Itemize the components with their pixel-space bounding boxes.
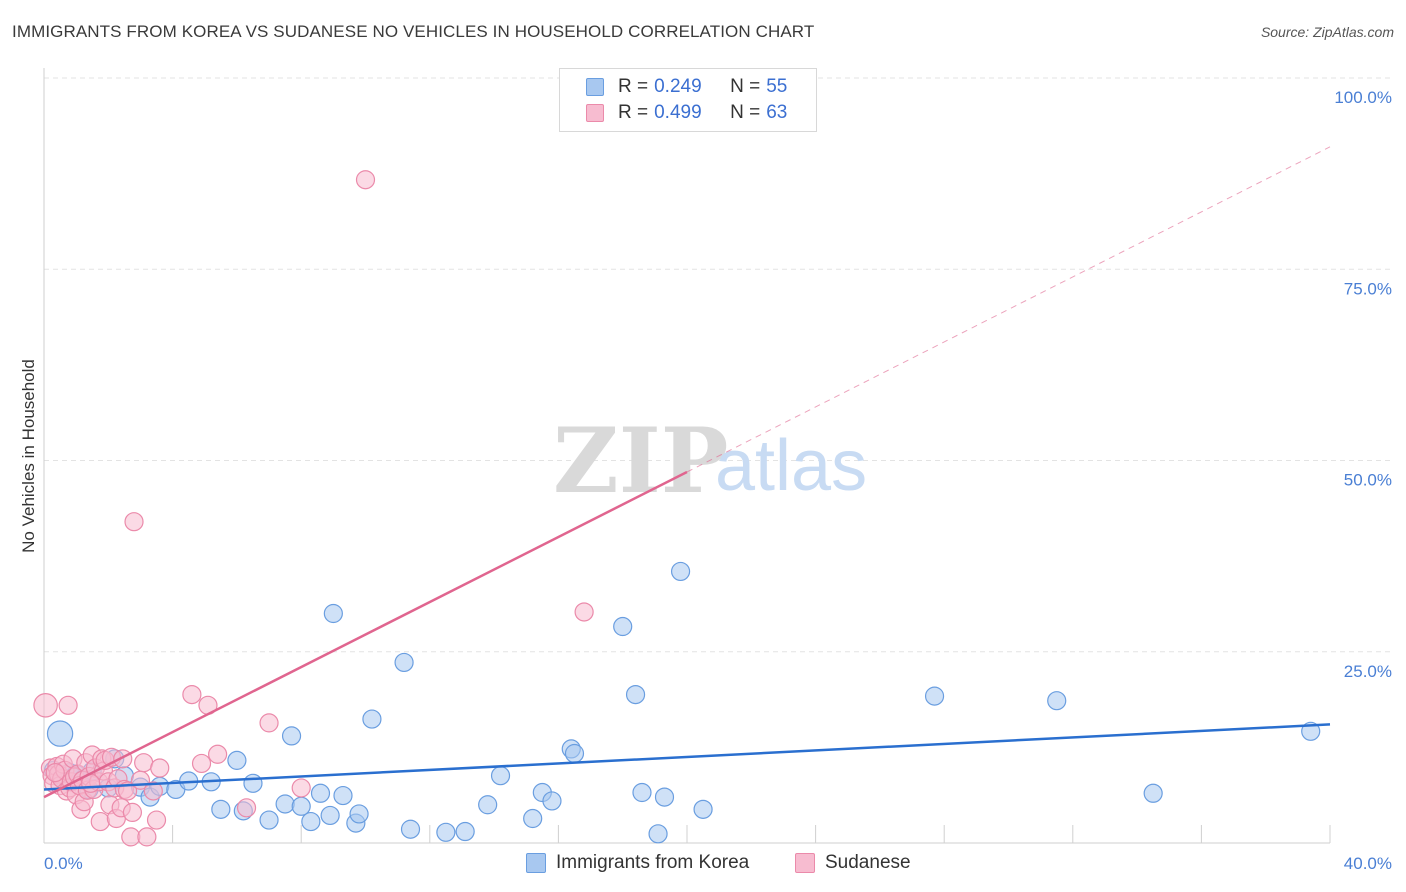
trend-layer — [43, 146, 1331, 799]
korea-point — [291, 796, 311, 816]
sudanese-point — [121, 827, 141, 847]
legend-swatch-korea — [526, 853, 546, 873]
sudanese-point — [134, 753, 154, 773]
grid-layer — [44, 77, 1390, 653]
korea-trendline — [43, 723, 1331, 791]
sudanese-point — [45, 763, 65, 783]
korea-point — [490, 766, 511, 786]
korea-point — [259, 810, 279, 830]
tick-layer: 25.0% 50.0% 75.0% 100.0% 0.0% 40.0% — [44, 88, 1392, 873]
legend-item-korea[interactable]: Immigrants from Korea — [526, 852, 749, 874]
korea-point — [400, 819, 421, 839]
x-tick-label: 40.0% — [1344, 854, 1392, 873]
korea-point — [275, 794, 295, 814]
sudanese-point — [236, 798, 257, 818]
legend-r-value: 0.249 — [654, 76, 702, 97]
legend-swatch-sudanese — [795, 853, 815, 873]
sudanese-point — [122, 802, 143, 823]
sudanese-point — [137, 827, 157, 847]
korea-point — [542, 791, 562, 811]
y-tick-label: 100.0% — [1334, 88, 1392, 107]
y-tick-label: 25.0% — [1344, 662, 1392, 681]
korea-point — [310, 783, 331, 803]
korea-point — [613, 616, 633, 637]
korea-point — [227, 750, 247, 770]
legend-label-korea: Immigrants from Korea — [556, 852, 750, 873]
legend-n-value: 55 — [766, 76, 788, 97]
korea-point — [455, 821, 475, 842]
series-legend: Immigrants from Korea Sudanese — [0, 852, 1406, 876]
legend-swatch-blue — [586, 78, 604, 96]
legend-n-key: N = — [730, 76, 761, 97]
sudanese-point — [574, 602, 594, 622]
legend-r-value: 0.499 — [654, 102, 702, 123]
watermark-atlas: atlas — [715, 426, 867, 506]
sudanese-point — [58, 695, 78, 715]
legend-item-sudanese[interactable]: Sudanese — [795, 852, 911, 874]
korea-point — [362, 709, 382, 729]
korea-point — [394, 652, 414, 673]
korea-point — [924, 686, 945, 706]
sudanese-point — [208, 744, 228, 764]
korea-point — [320, 805, 340, 826]
korea-point — [654, 787, 675, 807]
legend-r-key: R = — [618, 76, 649, 97]
korea-point — [625, 684, 646, 705]
korea-point — [1047, 691, 1067, 711]
korea-point — [243, 773, 263, 793]
korea-point — [670, 561, 691, 582]
legend-r-key: R = — [618, 102, 649, 123]
korea-point — [301, 811, 321, 832]
stats-legend: R = 0.249 N = 55 R = 0.499 N = 63 — [559, 68, 817, 132]
sudanese-point — [191, 753, 212, 774]
sudanese-point — [143, 781, 163, 801]
sudanese-point — [113, 749, 133, 769]
legend-row-sudanese: R = 0.499 N = 63 — [560, 100, 787, 126]
sudanese-point — [355, 170, 376, 190]
sudanese-point — [124, 512, 144, 532]
korea-point — [648, 824, 668, 844]
sudanese-point — [90, 811, 110, 832]
korea-point — [436, 822, 456, 842]
korea-point — [1143, 783, 1163, 803]
points-layer — [33, 170, 1321, 847]
korea-point — [349, 804, 369, 824]
korea-point — [281, 726, 302, 746]
legend-label-sudanese: Sudanese — [825, 852, 911, 873]
korea-point — [211, 799, 231, 819]
legend-swatch-pink — [586, 104, 604, 122]
sudanese-point — [150, 758, 170, 778]
korea-point — [564, 743, 585, 764]
y-axis-title: No Vehicles in Household — [19, 359, 38, 553]
source-label: Source: ZipAtlas.com — [1260, 24, 1394, 40]
korea-point — [632, 782, 652, 803]
sudanese-trendline — [43, 470, 688, 799]
korea-point — [46, 720, 74, 747]
korea-point — [323, 603, 343, 624]
legend-row-korea: R = 0.249 N = 55 — [560, 74, 787, 100]
korea-point — [478, 795, 498, 815]
sudanese-point — [33, 692, 58, 718]
y-tick-label: 75.0% — [1344, 279, 1392, 298]
korea-point — [693, 799, 713, 819]
korea-point — [333, 785, 353, 806]
sudanese-point — [182, 684, 202, 705]
sudanese-trendline-extension — [686, 146, 1331, 473]
sudanese-point — [146, 810, 167, 830]
legend-n-value: 63 — [766, 102, 788, 123]
watermark-zip: ZIP — [553, 408, 728, 514]
korea-point — [523, 808, 543, 829]
y-tick-label: 50.0% — [1344, 471, 1392, 490]
legend-n-key: N = — [730, 102, 761, 123]
chart-title: IMMIGRANTS FROM KOREA VS SUDANESE NO VEH… — [12, 22, 815, 41]
sudanese-point — [291, 778, 311, 798]
x-tick-label: 0.0% — [44, 854, 83, 873]
sudanese-point — [259, 713, 279, 733]
